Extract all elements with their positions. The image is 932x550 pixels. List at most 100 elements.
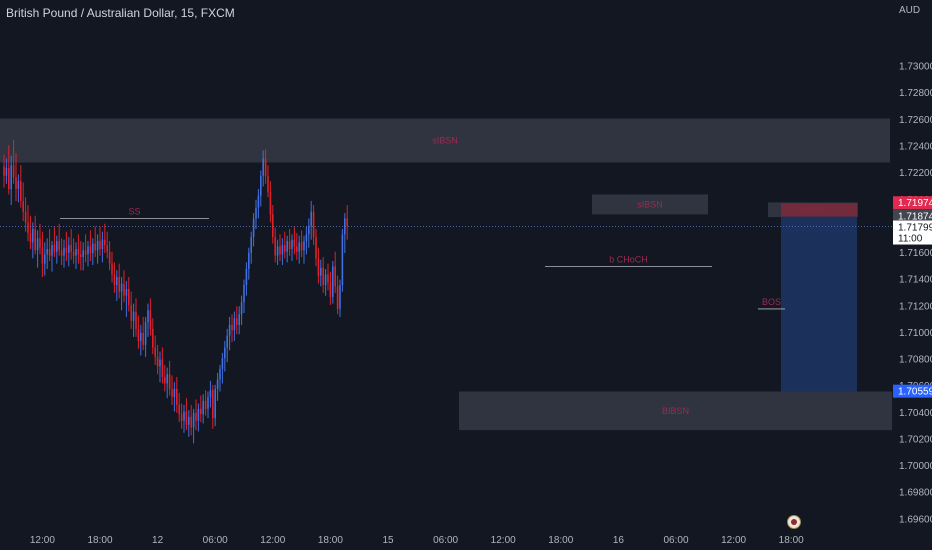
price-tick-label: 1.72200 <box>899 168 932 179</box>
candle-body <box>12 165 15 178</box>
candle-body <box>190 416 192 428</box>
candle-body <box>202 400 204 415</box>
candle-body <box>44 254 46 264</box>
countdown-badge: 11:00 <box>898 234 923 245</box>
time-tick-label: 18:00 <box>87 535 112 546</box>
time-tick-label: 18:00 <box>318 535 343 546</box>
candle-body <box>156 356 159 367</box>
candle-body <box>339 284 341 309</box>
candle-body <box>48 249 51 256</box>
price-tick-label: 1.69800 <box>899 488 932 499</box>
candle-body <box>243 284 245 303</box>
zone-box <box>0 118 890 163</box>
candle-body <box>123 283 125 296</box>
candle-body <box>65 247 68 254</box>
time-tick-label: 06:00 <box>203 535 228 546</box>
candle-body <box>5 167 8 176</box>
candle-body <box>159 359 161 367</box>
entry-price-badge-bg <box>893 209 932 223</box>
candle-body <box>286 241 288 252</box>
candle-body <box>269 191 272 215</box>
candle-body <box>58 241 60 251</box>
candle-body <box>171 388 173 397</box>
candle-body <box>36 238 39 251</box>
last-price-badge: 1.71799 <box>898 223 932 234</box>
candle-body <box>135 311 137 329</box>
candle-body <box>207 396 209 409</box>
candle-body <box>92 243 94 254</box>
stop-price-badge-bg <box>893 384 932 398</box>
price-tick-label: 1.72400 <box>899 142 932 153</box>
candle-body <box>111 263 113 275</box>
candle-body <box>272 214 274 238</box>
candle-body <box>334 266 336 287</box>
candle-body <box>15 177 17 190</box>
time-tick-label: 06:00 <box>433 535 458 546</box>
price-axis-currency: AUD <box>899 5 920 16</box>
candle-body <box>209 390 212 397</box>
time-tick-label: 18:00 <box>548 535 573 546</box>
candle-body <box>99 241 101 250</box>
time-tick-label: 18:00 <box>779 535 804 546</box>
candle-body <box>197 408 200 421</box>
chart-title: British Pound / Australian Dollar, 15, F… <box>6 6 235 20</box>
price-tick-label: 1.70200 <box>899 434 932 445</box>
candle-body <box>329 282 332 297</box>
candle-body <box>63 247 65 256</box>
candle-body <box>284 245 286 252</box>
candle-body <box>305 234 308 242</box>
candles-layer <box>3 139 348 444</box>
candle-body <box>128 288 130 305</box>
candle-body <box>185 411 188 425</box>
candle-body <box>41 247 44 264</box>
candle-body <box>147 310 149 323</box>
candle-body <box>183 411 185 421</box>
candle-body <box>87 246 89 255</box>
candle-body <box>279 246 281 255</box>
candle-body <box>281 245 284 255</box>
candle-body <box>288 241 291 250</box>
price-tick-label: 1.70400 <box>899 408 932 419</box>
candle-body <box>324 274 327 285</box>
candle-body <box>161 359 164 377</box>
time-tick-label: 12 <box>152 535 164 546</box>
candle-body <box>53 245 56 252</box>
position-target-zone <box>781 216 857 392</box>
candle-body <box>332 266 334 297</box>
candle-body <box>180 414 183 421</box>
candle-body <box>101 239 104 250</box>
price-tick-label: 1.72800 <box>899 88 932 99</box>
candle-body <box>327 274 329 283</box>
time-tick-label: 12:00 <box>260 535 285 546</box>
candle-body <box>149 310 152 329</box>
candle-body <box>336 286 339 309</box>
candle-body <box>166 374 168 384</box>
candle-body <box>291 239 293 250</box>
zone-label: sIBSN <box>432 136 458 146</box>
entry-price-badge: 1.71874 <box>898 212 932 223</box>
candle-body <box>116 276 118 285</box>
position-tool[interactable] <box>781 203 857 392</box>
candle-body <box>56 241 58 252</box>
candle-body <box>80 254 82 258</box>
candle-body <box>236 318 238 325</box>
candle-body <box>154 347 156 357</box>
watermark-logo-icon[interactable] <box>787 515 801 529</box>
candle-body <box>168 374 171 389</box>
structure-lines-layer: SS b CHoCH BOS <box>60 206 785 310</box>
zones-layer: sIBSNsIBSNsIBSNBIBSN <box>0 118 892 431</box>
time-axis[interactable]: 12:00 18:00 12 06:00 12:00 18:00 15 06:00 12:00 1… <box>30 535 804 546</box>
zone-label: BIBSN <box>662 406 689 416</box>
candle-body <box>216 379 219 389</box>
candle-body <box>317 258 320 276</box>
structure-label: SS <box>128 206 140 216</box>
candle-body <box>221 358 224 369</box>
candle-body <box>255 207 257 219</box>
candle-body <box>276 246 279 256</box>
candle-body <box>82 250 84 258</box>
stop-price-badge: 1.70559 <box>898 387 932 398</box>
candle-body <box>320 267 322 276</box>
tp-price-badge-bg <box>893 196 932 210</box>
price-tick-label: 1.70800 <box>899 355 932 366</box>
